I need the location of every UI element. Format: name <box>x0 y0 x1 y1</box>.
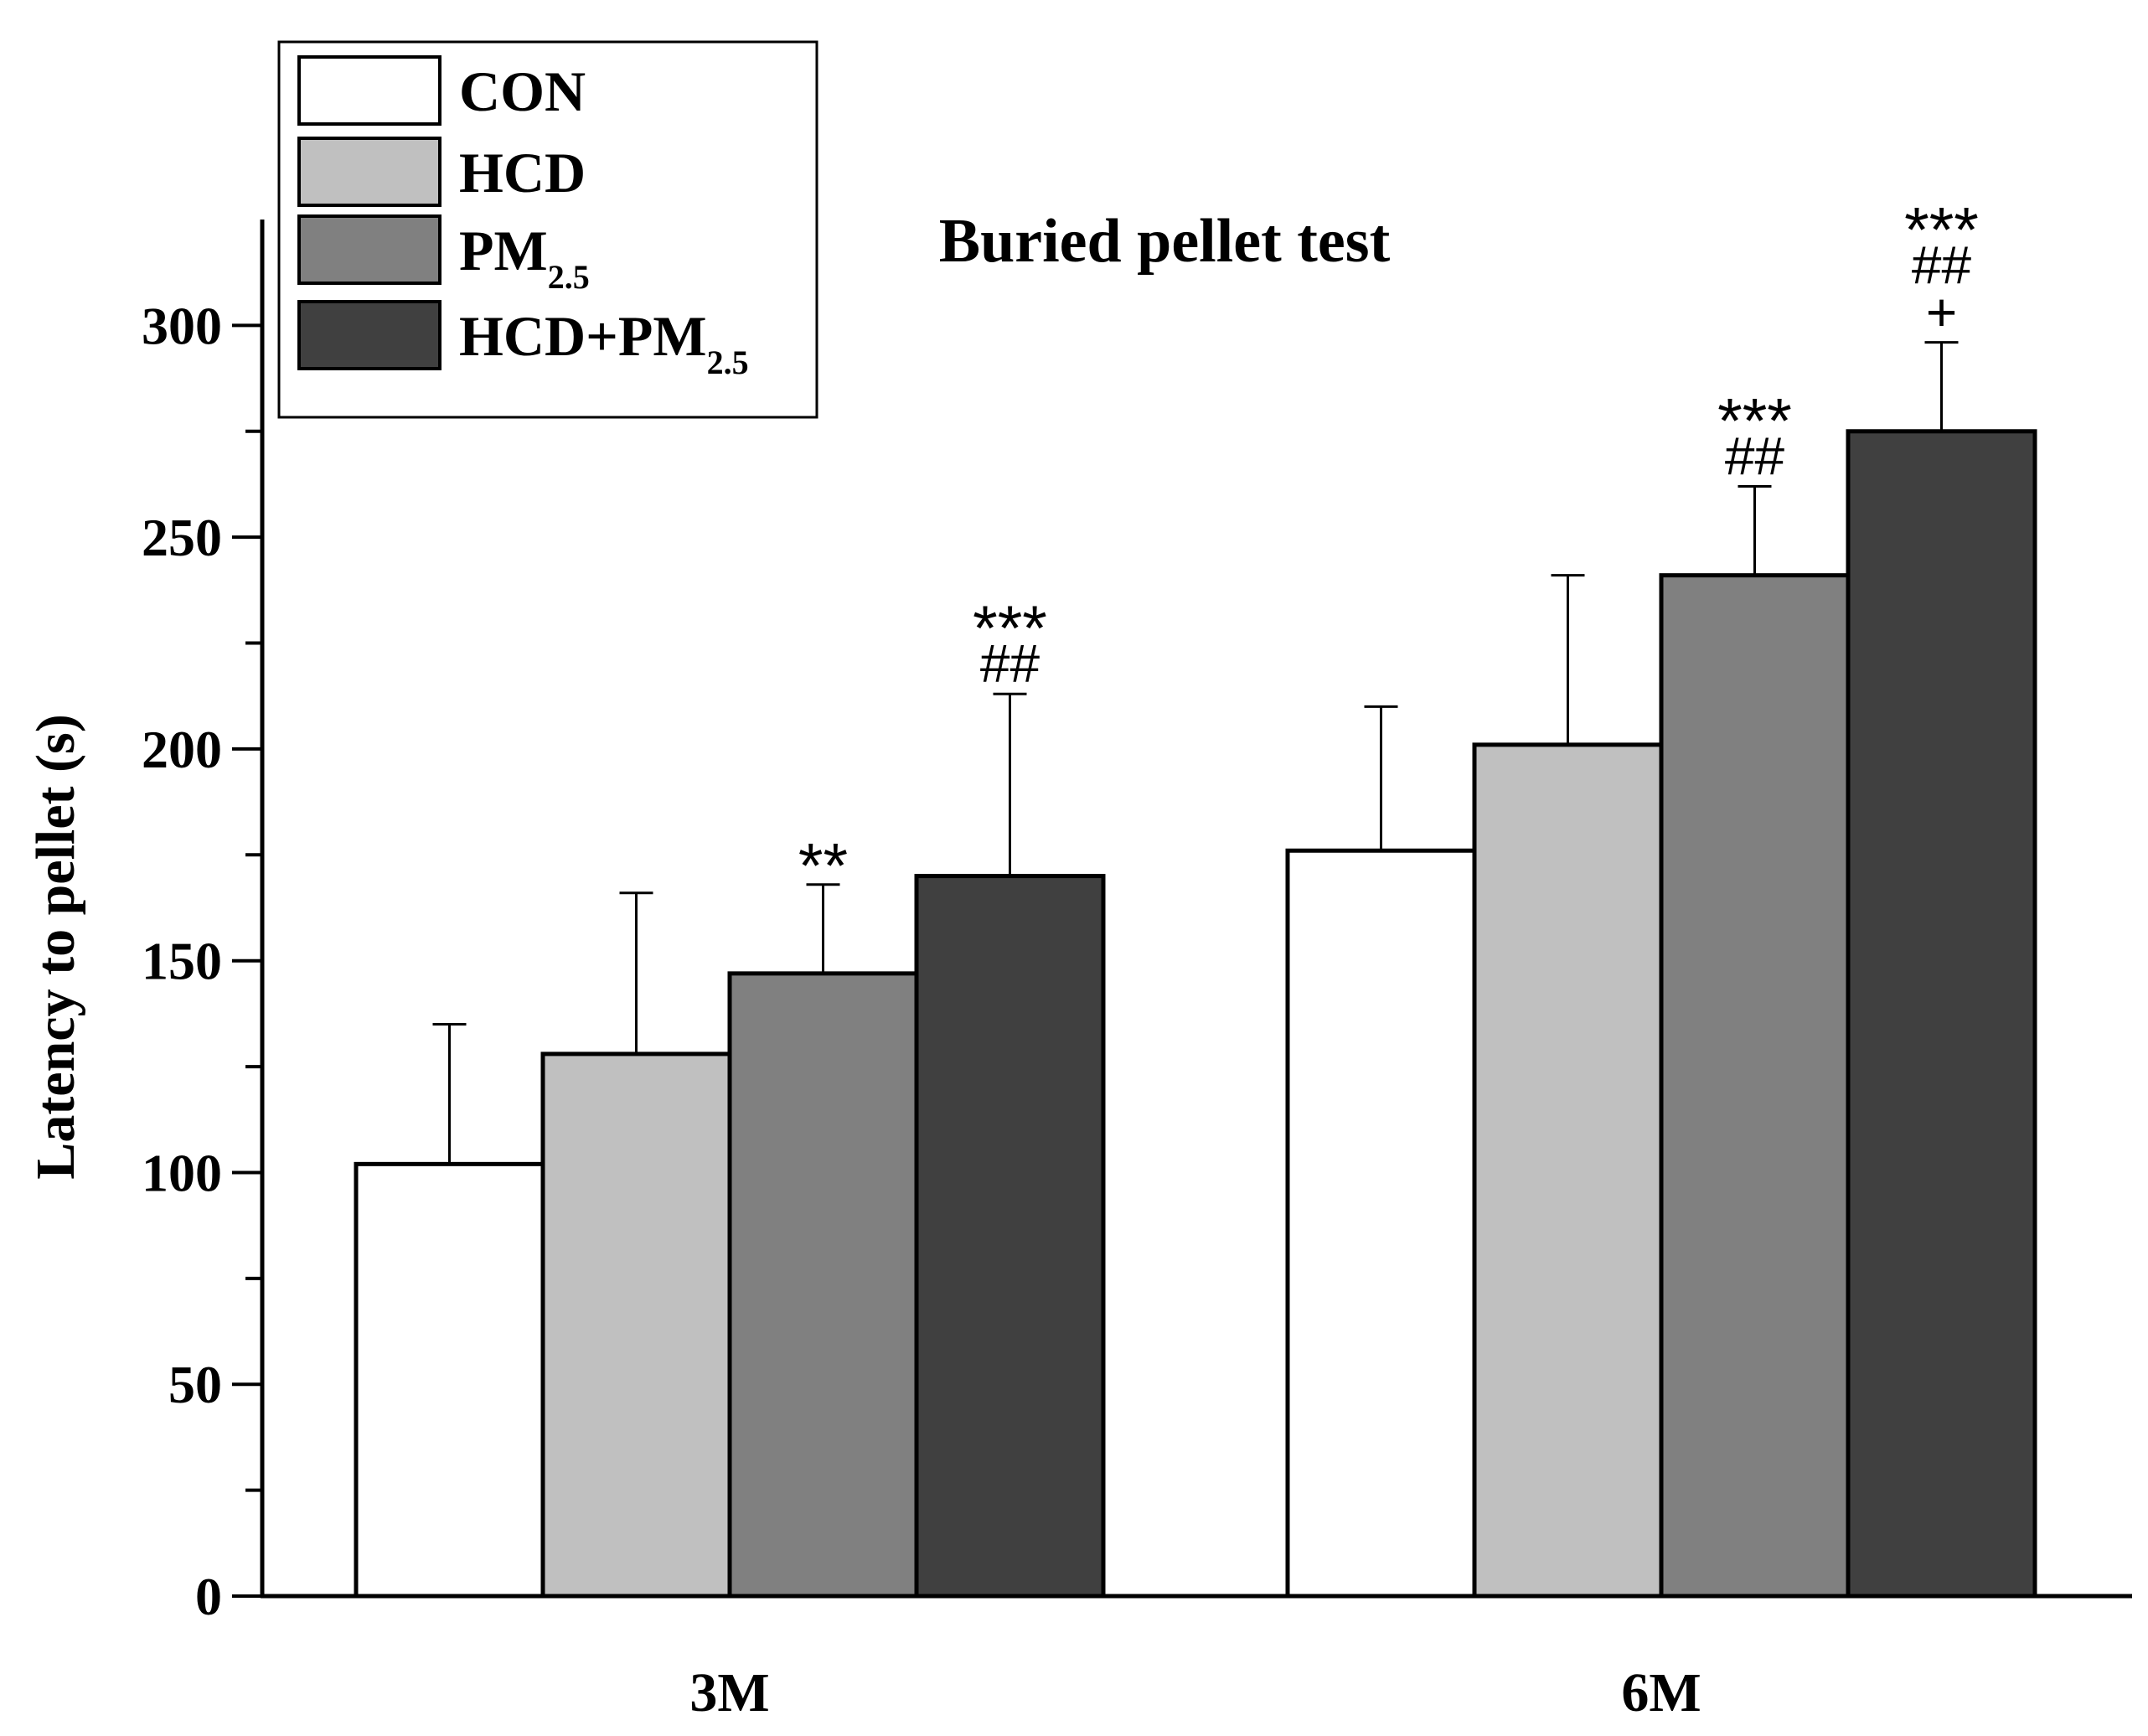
legend-subscript: 2.5 <box>707 344 749 381</box>
bar <box>1659 573 1851 1599</box>
bar <box>540 1051 732 1599</box>
y-tick-label: 100 <box>142 1143 222 1202</box>
significance-mark: ** <box>798 831 848 902</box>
legend-swatch <box>297 214 441 285</box>
y-tick-label: 0 <box>195 1567 222 1626</box>
legend-label: HCD <box>459 141 586 204</box>
bar <box>354 1161 545 1599</box>
y-tick-label: 150 <box>142 932 222 991</box>
legend-swatch <box>297 55 441 126</box>
legend-swatch <box>297 300 441 370</box>
significance-mark: ## <box>1912 235 1972 296</box>
significance-mark: *** <box>973 593 1047 664</box>
significance-mark: ## <box>1725 426 1785 486</box>
significance-mark: ## <box>980 633 1040 694</box>
y-tick-label: 50 <box>168 1355 222 1414</box>
significance-mark: *** <box>1904 195 1979 266</box>
y-tick-label: 200 <box>142 720 222 779</box>
chart-title: Buried pellet test <box>939 207 1391 276</box>
x-tick-label: 3M <box>689 1662 769 1723</box>
x-tick-label: 6M <box>1621 1662 1701 1723</box>
bar <box>1285 848 1477 1599</box>
legend-subscript: 2.5 <box>548 258 590 296</box>
y-tick-label: 300 <box>142 296 222 355</box>
bar <box>914 874 1106 1599</box>
significance-mark: + <box>1926 282 1957 343</box>
y-axis-label: Latency to pellet (s) <box>25 714 86 1179</box>
bar <box>727 971 919 1599</box>
bar <box>1472 742 1664 1599</box>
y-tick-label: 250 <box>142 508 222 567</box>
legend-label: CON <box>459 59 586 123</box>
bar <box>1846 429 2037 1599</box>
significance-mark: *** <box>1717 385 1792 457</box>
legend-swatch <box>297 137 441 207</box>
